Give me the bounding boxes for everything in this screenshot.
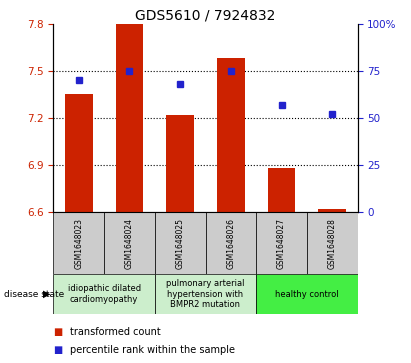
Bar (53, 212, 104, 274)
Text: GSM1648027: GSM1648027 (277, 218, 286, 269)
Bar (104, 212, 155, 274)
Text: percentile rank within the sample: percentile rank within the sample (70, 345, 235, 355)
Bar (256, 274, 358, 314)
Title: GDS5610 / 7924832: GDS5610 / 7924832 (135, 8, 276, 23)
Bar (268, 168, 296, 212)
Text: idiopathic dilated
cardiomyopathy: idiopathic dilated cardiomyopathy (67, 284, 141, 304)
Text: ■: ■ (53, 345, 63, 355)
Bar (307, 212, 358, 274)
Bar (318, 209, 346, 212)
Text: ■: ■ (53, 327, 63, 337)
Bar (53, 274, 155, 314)
Text: GSM1648023: GSM1648023 (74, 218, 83, 269)
Bar (155, 274, 256, 314)
Bar (256, 212, 307, 274)
Text: pulmonary arterial
hypertension with
BMPR2 mutation: pulmonary arterial hypertension with BMP… (166, 279, 245, 309)
Text: GSM1648025: GSM1648025 (175, 218, 185, 269)
Text: GSM1648028: GSM1648028 (328, 218, 337, 269)
Bar (155, 212, 206, 274)
Text: transformed count: transformed count (70, 327, 161, 337)
Bar (217, 58, 245, 212)
Bar (65, 94, 93, 212)
Text: GSM1648024: GSM1648024 (125, 218, 134, 269)
Text: healthy control: healthy control (275, 290, 339, 298)
Bar (206, 212, 256, 274)
Bar (166, 115, 194, 212)
Text: ▶: ▶ (43, 289, 51, 299)
Bar (115, 24, 143, 212)
Text: GSM1648026: GSM1648026 (226, 218, 236, 269)
Text: disease state: disease state (4, 290, 65, 298)
